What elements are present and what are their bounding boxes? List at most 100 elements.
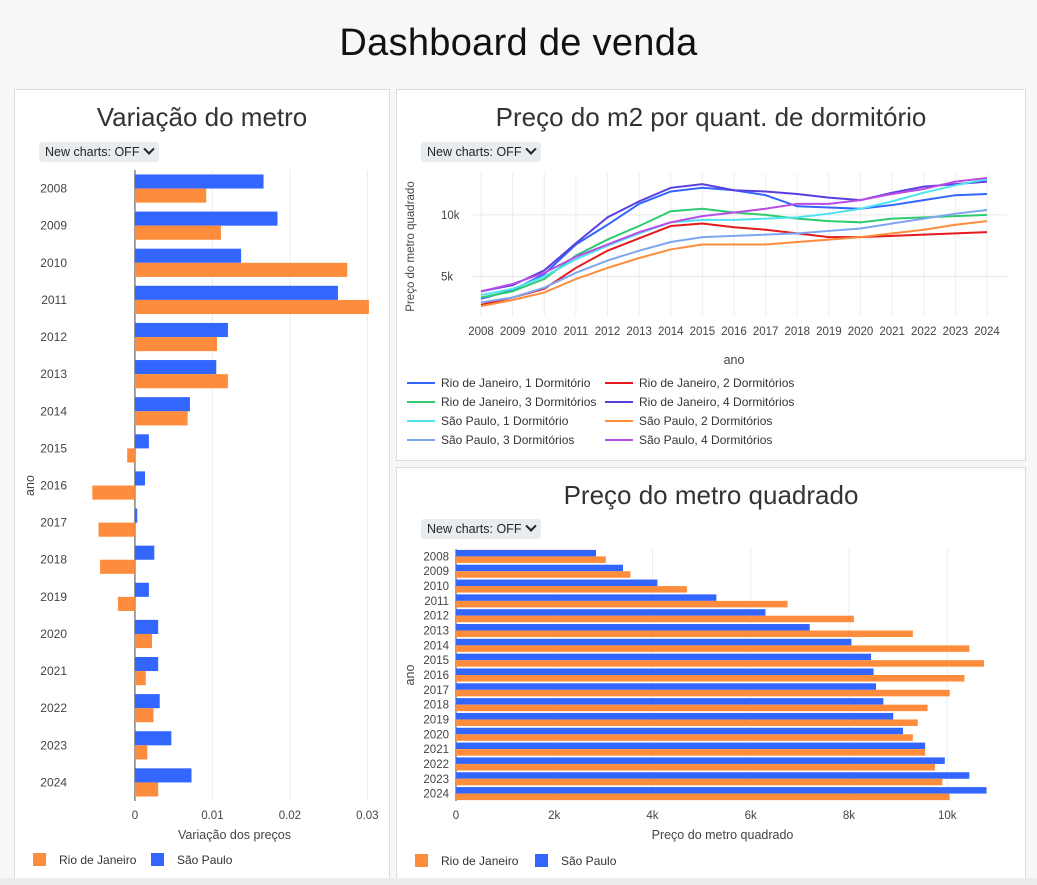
bar-sao-paulo: [134, 731, 172, 746]
legend-label: Rio de Janeiro, 1 Dormitório: [441, 376, 591, 390]
bar-rio-de-janeiro: [134, 374, 228, 389]
series-line: [480, 220, 988, 308]
bar-rio-de-janeiro: [92, 485, 135, 500]
card-preco: Preço do metro quadrado New charts: OFF …: [396, 467, 1026, 879]
chart-title-preco: Preço do metro quadrado: [563, 480, 859, 510]
bar-sao-paulo: [456, 712, 894, 720]
y-tick-label: 2008: [423, 551, 449, 563]
bar-sao-paulo: [456, 683, 877, 690]
bar-rio-de-janeiro: [456, 586, 687, 593]
bar-sao-paulo: [456, 727, 904, 735]
y-tick-label: 2012: [423, 611, 449, 623]
bar-sao-paulo: [456, 698, 884, 705]
y-tick-label: 2019: [40, 590, 67, 604]
card-dormitorio: Preço do m2 por quant. de dormitório New…: [396, 89, 1026, 461]
y-tick-label: 2023: [423, 774, 449, 786]
y-tick-label: 2024: [40, 775, 67, 789]
x-tick-label: 2024: [974, 326, 1000, 338]
bar-rio-de-janeiro: [98, 522, 135, 537]
legend-swatch: [535, 854, 548, 867]
y-tick-label: 2013: [423, 626, 449, 638]
chart-preco: 0 2k 4k 6k 8k 10k 2008 2009 2010 2011 2012 2013 2014…: [403, 549, 987, 868]
bar-sao-paulo: [134, 397, 190, 412]
y-axis-title: ano: [403, 665, 417, 686]
bar-sao-paulo: [134, 545, 155, 560]
bar-rio-de-janeiro: [100, 559, 135, 574]
y-tick-label: 2024: [423, 789, 449, 801]
legend-label: São Paulo, 1 Dormitório: [441, 414, 569, 428]
bar-sao-paulo: [134, 619, 159, 634]
x-tick-label: 0.01: [201, 810, 223, 822]
bar-sao-paulo: [134, 694, 160, 709]
y-tick-label: 2012: [40, 330, 67, 344]
chart-dormitorio: 2008 2009 2010 2011 2012 2013 2014 2015 2016 2017…: [405, 173, 1007, 447]
bar-rio-de-janeiro: [456, 689, 950, 697]
bar-sao-paulo: [456, 564, 624, 572]
bar-rio-de-janeiro: [456, 571, 631, 578]
x-tick-label: 2011: [564, 326, 589, 338]
y-tick-label: 2019: [423, 714, 449, 726]
legend-label: Rio de Janeiro: [59, 853, 137, 867]
new-charts-toggle-dormitorio[interactable]: New charts: OFF: [421, 142, 542, 162]
x-tick-label: 2014: [658, 326, 684, 338]
y-tick-label: 2015: [40, 441, 67, 455]
bar-sao-paulo: [134, 768, 192, 783]
bar-sao-paulo: [456, 772, 970, 779]
new-charts-toggle-variacao[interactable]: New charts: OFF: [39, 142, 160, 162]
y-tick-label: 10k: [441, 210, 460, 222]
bar-sao-paulo: [134, 434, 149, 449]
y-tick-label: 2020: [40, 627, 67, 641]
y-tick-label: 5k: [441, 272, 453, 284]
y-tick-label: 2009: [423, 566, 449, 578]
bar-rio-de-janeiro: [127, 448, 135, 463]
bar-rio-de-janeiro: [134, 708, 154, 723]
legend-swatch: [151, 853, 164, 866]
new-charts-toggle-preco[interactable]: New charts: OFF: [421, 519, 542, 539]
page-title: Dashboard de venda: [339, 22, 698, 64]
legend-label: São Paulo, 2 Dormitórios: [639, 414, 772, 428]
x-tick-label: 10k: [938, 810, 957, 822]
legend-label: São Paulo: [561, 854, 617, 868]
legend-label: São Paulo: [177, 853, 233, 867]
bar-sao-paulo: [134, 656, 159, 672]
x-tick-label: 2020: [848, 326, 874, 338]
y-tick-label: 2009: [40, 219, 67, 233]
y-tick-label: 2022: [40, 701, 67, 715]
x-tick-label: 2008: [468, 326, 494, 338]
bar-sao-paulo: [456, 668, 874, 675]
chart-title-variacao: Variação do metro: [96, 102, 308, 132]
x-tick-label: 2010: [531, 326, 557, 338]
x-tick-label: 2019: [816, 326, 842, 338]
y-tick-label: 2010: [423, 581, 449, 593]
y-tick-label: 2008: [40, 182, 67, 196]
bar-sao-paulo: [456, 742, 926, 750]
series-line: [480, 208, 988, 304]
bar-sao-paulo: [134, 508, 138, 523]
bar-rio-de-janeiro: [456, 675, 965, 682]
series-line: [480, 178, 988, 297]
bar-rio-de-janeiro: [134, 337, 218, 352]
bar-sao-paulo: [456, 594, 717, 601]
bar-sao-paulo: [456, 624, 810, 631]
bar-sao-paulo: [134, 285, 338, 300]
y-tick-label: 2014: [40, 404, 67, 418]
bar-rio-de-janeiro: [456, 704, 928, 712]
toggle-label: New charts: OFF: [45, 145, 140, 159]
legend-swatch: [415, 854, 428, 867]
x-tick-label: 0.03: [356, 810, 378, 822]
bar-sao-paulo: [134, 248, 242, 263]
bar-rio-de-janeiro: [134, 411, 188, 426]
bar-rio-de-janeiro: [134, 633, 152, 649]
x-tick-label: 8k: [843, 810, 855, 822]
legend-label: São Paulo, 3 Dormitórios: [441, 433, 574, 447]
y-tick-label: 2015: [423, 655, 449, 667]
legend-label: Rio de Janeiro: [441, 854, 519, 868]
y-tick-label: 2020: [423, 729, 449, 741]
y-tick-label: 2011: [41, 293, 67, 307]
x-tick-label: 6k: [745, 810, 757, 822]
y-tick-label: 2022: [423, 759, 449, 771]
y-tick-label: 2013: [40, 367, 67, 381]
x-tick-label: 0: [453, 810, 459, 822]
bar-sao-paulo: [456, 579, 658, 587]
bar-sao-paulo: [456, 549, 597, 557]
